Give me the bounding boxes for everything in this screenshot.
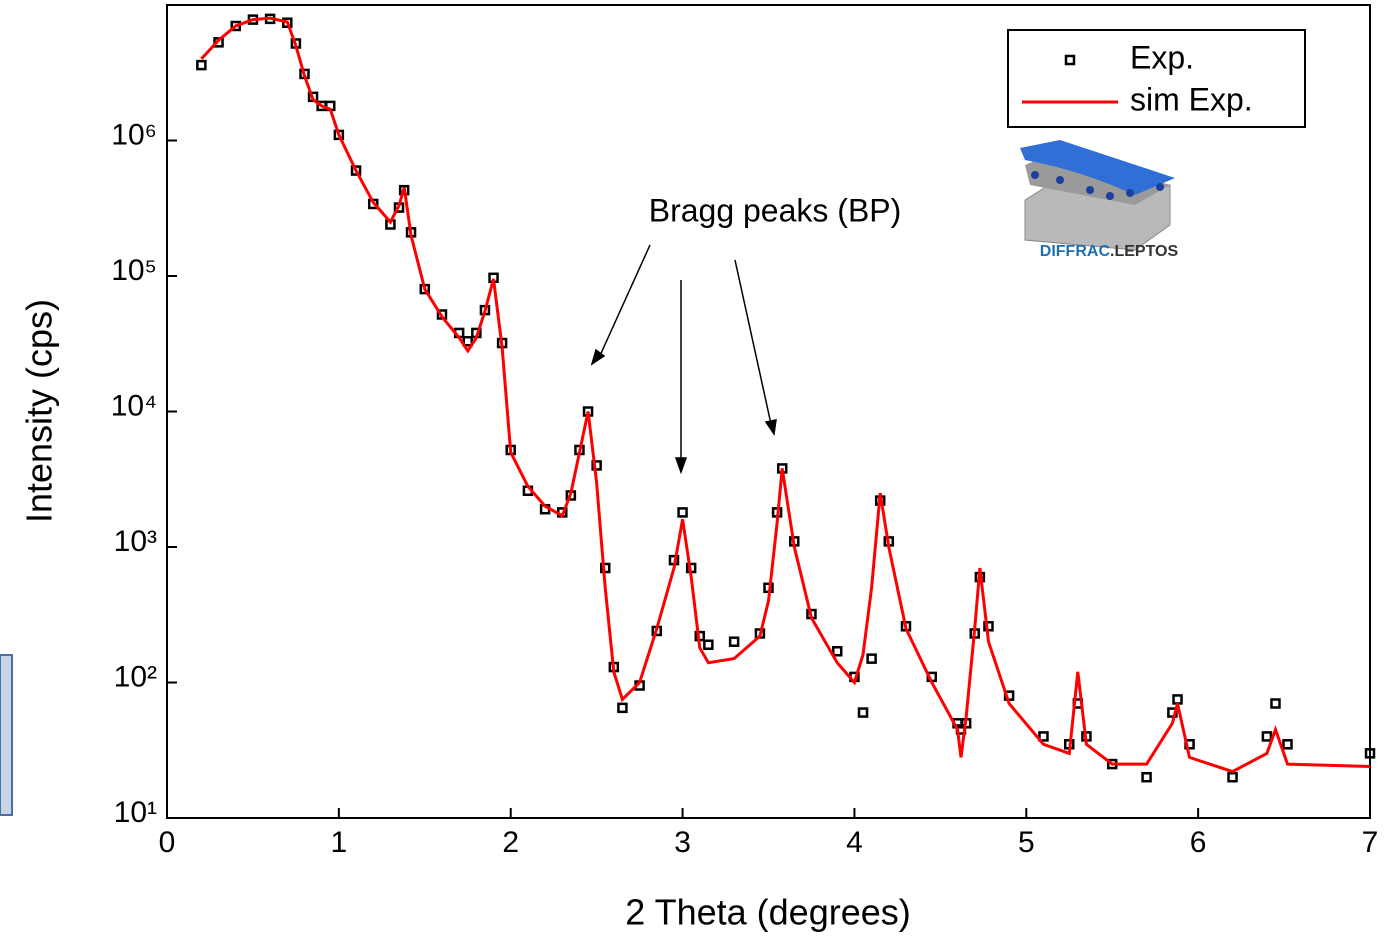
data-point — [1172, 694, 1183, 705]
x-tick-label: 7 — [1362, 826, 1379, 859]
y-tick-label: 10² — [114, 660, 157, 693]
data-point — [1261, 731, 1273, 742]
data-point — [282, 17, 293, 28]
x-tick-label: 5 — [1018, 826, 1035, 859]
logo-text: .LEPTOS — [1110, 243, 1178, 260]
y-tick-label: 10⁶ — [111, 118, 157, 151]
data-point — [1227, 771, 1238, 783]
y-axis-title: Intensity (cps) — [19, 299, 60, 523]
data-point — [857, 707, 869, 718]
data-point — [677, 507, 688, 518]
data-point — [866, 653, 877, 664]
legend-label: Exp. — [1130, 39, 1194, 75]
legend-marker — [1064, 54, 1076, 66]
data-point — [728, 636, 740, 647]
x-tick-label: 3 — [674, 826, 691, 859]
legend-box — [1007, 29, 1306, 128]
data-point — [1141, 771, 1152, 783]
data-point — [831, 646, 843, 657]
data-point — [462, 335, 473, 347]
x-tick-label: 4 — [846, 826, 863, 859]
x-axis-title: 2 Theta (degrees) — [625, 892, 911, 933]
x-tick-label: 6 — [1190, 826, 1207, 859]
annotation: Bragg peaks (BP) — [649, 192, 902, 228]
legend-label: sim Exp. — [1130, 81, 1253, 117]
x-tick-label: 2 — [502, 826, 519, 859]
data-point — [350, 165, 362, 176]
data-point — [196, 59, 207, 71]
x-tick-label: 0 — [159, 826, 176, 859]
data-point — [1270, 698, 1281, 709]
x-tick-label: 1 — [331, 826, 348, 859]
logo-text: DIFFRAC — [1040, 243, 1111, 260]
data-line — [200, 16, 1371, 774]
logo-graphic — [1020, 140, 1175, 251]
y-tick-label: 10³ — [114, 525, 157, 558]
data-point — [703, 639, 714, 650]
data-point — [1364, 748, 1376, 759]
y-tick-label: 10⁴ — [111, 389, 157, 422]
annotation-arrows — [590, 244, 777, 475]
y-tick-label: 10⁵ — [111, 254, 157, 287]
data-point — [1038, 731, 1049, 742]
data-point — [1282, 739, 1293, 750]
side-box — [0, 654, 13, 816]
data-point — [617, 702, 628, 714]
y-tick-label: 10¹ — [114, 796, 157, 829]
data-point — [591, 460, 602, 471]
